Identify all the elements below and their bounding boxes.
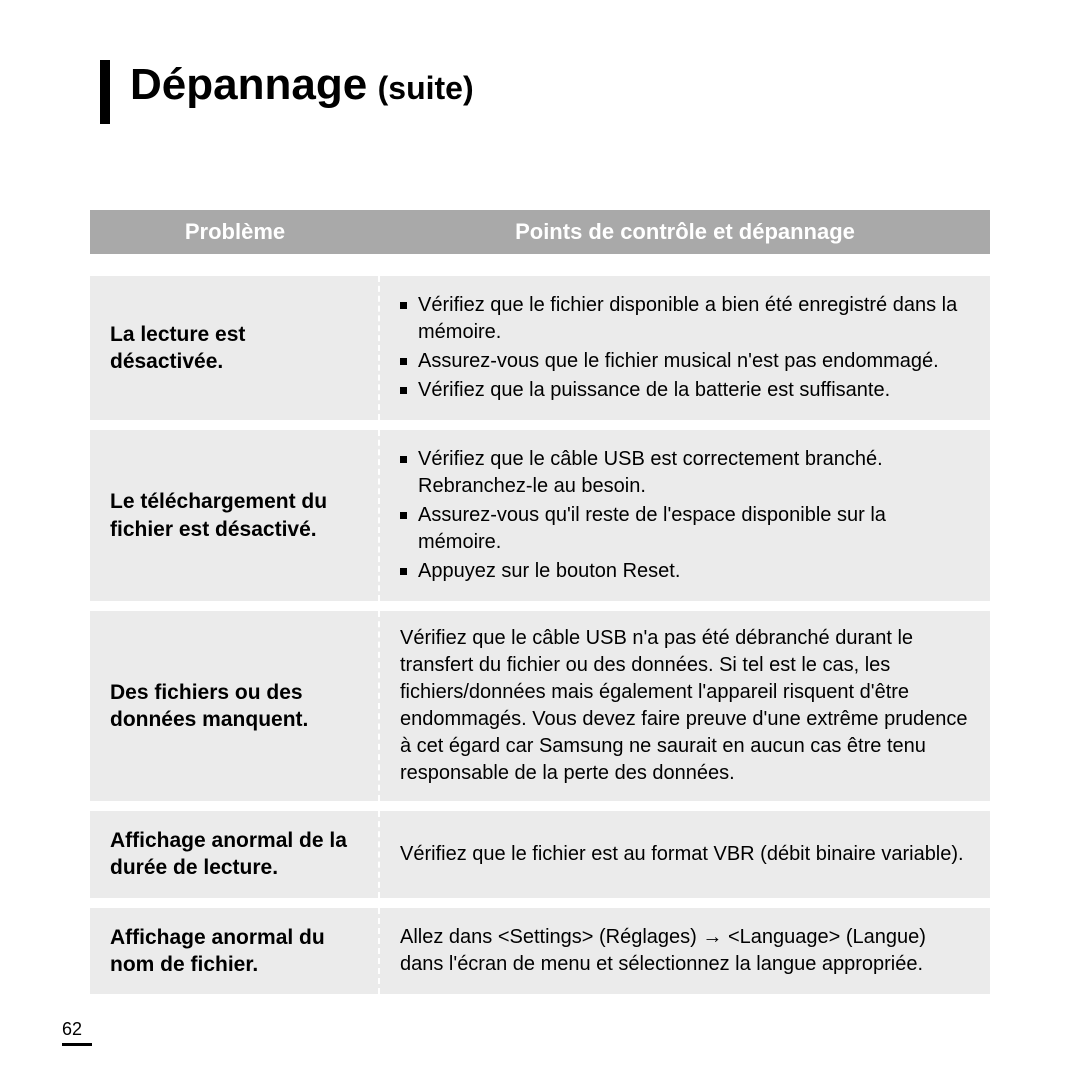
problem-cell: Affichage anormal du nom de fichier. (90, 908, 380, 995)
header-problem: Problème (90, 219, 380, 245)
points-cell: Allez dans <Settings> (Réglages) → <Lang… (380, 908, 990, 995)
points-text: Vérifiez que le fichier est au format VB… (400, 841, 970, 868)
points-list-item: Assurez-vous que le fichier musical n'es… (400, 348, 970, 375)
table-row: La lecture est désactivée. Vérifiez que l… (90, 276, 990, 420)
problem-cell: Le téléchargement du fichier est désacti… (90, 430, 380, 601)
problem-cell: Affichage anormal de la durée de lecture… (90, 811, 380, 898)
row-gap (90, 898, 990, 908)
points-cell: Vérifiez que le câble USB est correcteme… (380, 430, 990, 601)
title-sub: (suite) (378, 70, 474, 106)
row-gap (90, 601, 990, 611)
table-row: Affichage anormal du nom de fichier. Alle… (90, 908, 990, 995)
points-cell: Vérifiez que le fichier est au format VB… (380, 811, 990, 898)
points-text: Allez dans <Settings> (Réglages) → <Lang… (400, 924, 970, 978)
points-list-item: Vérifiez que le câble USB est correcteme… (400, 446, 970, 500)
header-gap (90, 254, 990, 276)
points-text: Vérifiez que le câble USB n'a pas été dé… (400, 625, 970, 787)
points-list: Vérifiez que le fichier disponible a bie… (400, 290, 970, 406)
title-side-rule (100, 60, 110, 124)
manual-page: Dépannage (suite) Problème Points de con… (0, 0, 1080, 1080)
points-list-item: Vérifiez que la puissance de la batterie… (400, 377, 970, 404)
points-cell: Vérifiez que le fichier disponible a bie… (380, 276, 990, 420)
points-list-item: Vérifiez que le fichier disponible a bie… (400, 292, 970, 346)
page-number-rule (62, 1043, 92, 1046)
header-points: Points de contrôle et dépannage (380, 219, 990, 245)
points-list-item: Assurez-vous qu'il reste de l'espace dis… (400, 502, 970, 556)
table-row: Le téléchargement du fichier est désacti… (90, 430, 990, 601)
table-row: Des fichiers ou des données manquent.Vér… (90, 611, 990, 801)
title-main: Dépannage (130, 60, 367, 109)
row-gap (90, 420, 990, 430)
points-cell: Vérifiez que le câble USB n'a pas été dé… (380, 611, 990, 801)
row-gap (90, 801, 990, 811)
page-number: 62 (62, 1019, 82, 1040)
problem-cell: Des fichiers ou des données manquent. (90, 611, 380, 801)
table-header-row: Problème Points de contrôle et dépannage (90, 210, 990, 254)
page-title: Dépannage (suite) (130, 60, 990, 110)
points-list-item: Appuyez sur le bouton Reset. (400, 558, 970, 585)
troubleshooting-table: Problème Points de contrôle et dépannage… (90, 210, 990, 994)
points-list: Vérifiez que le câble USB est correcteme… (400, 444, 970, 587)
problem-cell: La lecture est désactivée. (90, 276, 380, 420)
table-row: Affichage anormal de la durée de lecture… (90, 811, 990, 898)
